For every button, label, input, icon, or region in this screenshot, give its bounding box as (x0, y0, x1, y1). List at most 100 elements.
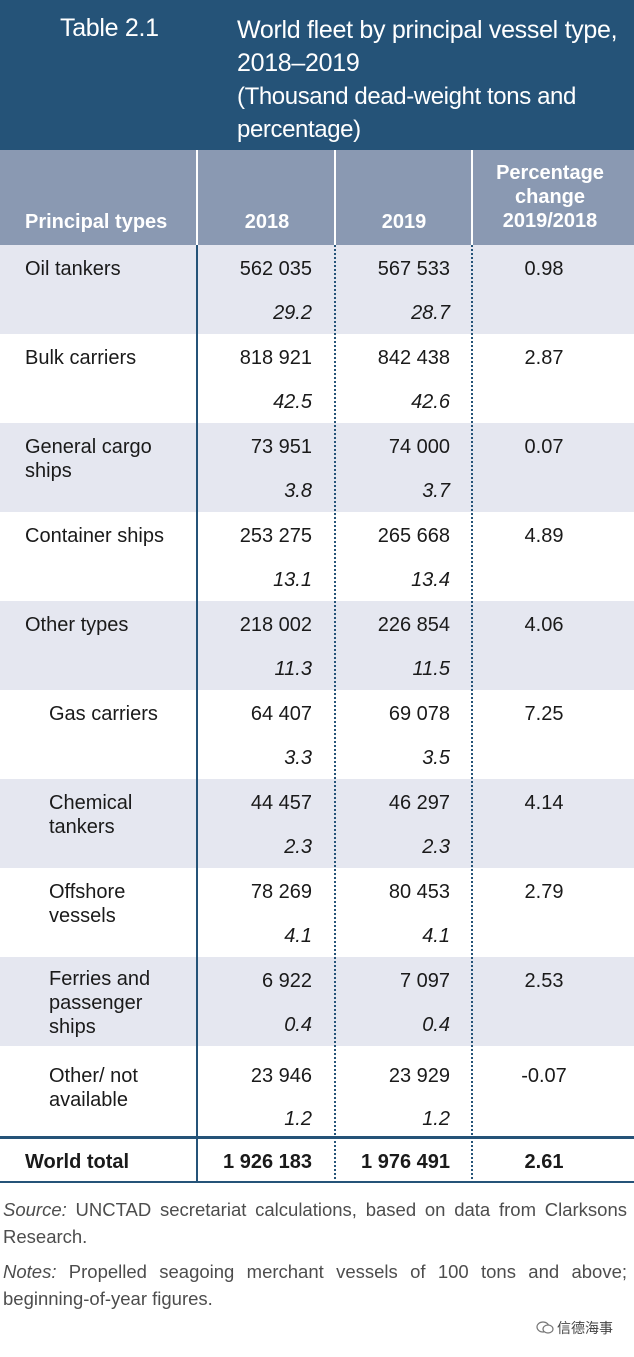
header-divider (196, 150, 198, 245)
share-2019: 13.4 (411, 569, 450, 591)
value-2018: 818 921 (239, 347, 312, 369)
percentage-change: -0.07 (521, 1065, 567, 1087)
share-2018: 2.3 (284, 836, 312, 858)
value-2018: 6 922 (261, 970, 312, 992)
share-2019: 0.4 (422, 1014, 450, 1036)
header-2018: 2018 (244, 211, 290, 233)
total-percentage-change: 2.61 (524, 1151, 564, 1173)
value-2019: 567 533 (377, 258, 450, 280)
share-2018: 3.8 (284, 480, 312, 502)
column-rule (196, 245, 198, 1183)
percentage-change: 2.87 (524, 347, 564, 369)
header-divider (334, 150, 336, 245)
share-2019: 11.5 (412, 658, 450, 680)
header-percentage-change: Percentage change 2019/2018 (496, 162, 604, 232)
share-2018: 11.3 (274, 658, 312, 680)
watermark: 信德海事 (536, 1318, 613, 1338)
vessel-type: Bulk carriers (25, 347, 137, 369)
vessel-type: Chemical tankers (49, 792, 133, 838)
table-unit: (Thousand dead-weight tons and percentag… (237, 83, 576, 143)
value-2019: 23 929 (388, 1065, 450, 1087)
percentage-change: 4.89 (524, 525, 564, 547)
value-2018: 253 275 (239, 525, 312, 547)
share-2019: 2.3 (422, 836, 450, 858)
value-2018: 73 951 (250, 436, 312, 458)
share-2019: 28.7 (411, 302, 450, 324)
value-2018: 562 035 (239, 258, 312, 280)
total-2018: 1 926 183 (223, 1151, 312, 1173)
table-row: General cargo ships 73 951 74 000 0.07 3… (0, 423, 634, 512)
column-rule-dotted (334, 245, 336, 1183)
column-header-row: Principal types 2018 2019 Percentage cha… (0, 150, 634, 245)
share-2018: 3.3 (284, 747, 312, 769)
percentage-change: 7.25 (524, 703, 564, 725)
watermark-text: 信德海事 (557, 1320, 613, 1336)
notes-text: Propelled seagoing merchant vessels of 1… (3, 1261, 627, 1309)
header-2019: 2019 (381, 211, 427, 233)
share-2018: 42.5 (273, 391, 312, 413)
table-row: Ferries and passenger ships 6 922 7 097 … (0, 957, 634, 1046)
vessel-type: General cargo ships (25, 436, 152, 482)
share-2018: 0.4 (284, 1014, 312, 1036)
value-2019: 265 668 (377, 525, 450, 547)
value-2019: 226 854 (377, 614, 450, 636)
table-title-bar: Table 2.1 World fleet by principal vesse… (0, 0, 634, 150)
vessel-type: Container ships (25, 525, 164, 547)
share-2019: 3.7 (422, 480, 450, 502)
percentage-change: 4.14 (524, 792, 564, 814)
table-row: Other types 218 002 226 854 4.06 11.3 11… (0, 601, 634, 690)
table-title: World fleet by principal vessel type, 20… (237, 16, 618, 77)
vessel-type: Other/ not available (49, 1065, 138, 1111)
percentage-change: 0.07 (524, 436, 564, 458)
share-2019: 1.2 (422, 1108, 450, 1130)
value-2019: 7 097 (399, 970, 450, 992)
value-2019: 80 453 (388, 881, 450, 903)
vessel-type: Oil tankers (25, 258, 121, 280)
vessel-type: Other types (25, 614, 129, 636)
column-rule-dotted (471, 245, 473, 1183)
value-2018: 23 946 (250, 1065, 312, 1087)
notes: Notes: Propelled seagoing merchant vesse… (3, 1258, 627, 1312)
value-2018: 78 269 (250, 881, 312, 903)
table-row: Oil tankers 562 035 567 533 0.98 29.2 28… (0, 245, 634, 334)
table-row: Container ships 253 275 265 668 4.89 13.… (0, 512, 634, 601)
table-row: Bulk carriers 818 921 842 438 2.87 42.5 … (0, 334, 634, 423)
value-2018: 64 407 (250, 703, 312, 725)
total-2019: 1 976 491 (361, 1151, 450, 1173)
table-row: Chemical tankers 44 457 46 297 4.14 2.3 … (0, 779, 634, 868)
share-2019: 42.6 (411, 391, 450, 413)
table-row: Gas carriers 64 407 69 078 7.25 3.3 3.5 (0, 690, 634, 779)
vessel-type: Gas carriers (49, 703, 158, 725)
header-divider (471, 150, 473, 245)
share-2019: 3.5 (422, 747, 450, 769)
percentage-change: 4.06 (524, 614, 564, 636)
value-2019: 74 000 (388, 436, 450, 458)
share-2018: 4.1 (284, 925, 312, 947)
percentage-change: 2.79 (524, 881, 564, 903)
source-note: Source: UNCTAD secretariat calculations,… (3, 1196, 627, 1250)
chat-bubble-icon (536, 1321, 554, 1334)
table-row: Offshore vessels 78 269 80 453 2.79 4.1 … (0, 868, 634, 957)
table-number: Table 2.1 (60, 14, 159, 42)
vessel-type: Ferries and passenger ships (49, 968, 151, 1038)
share-2018: 13.1 (273, 569, 312, 591)
table-row: Other/ not available 23 946 23 929 -0.07… (0, 1046, 634, 1136)
percentage-change: 0.98 (524, 258, 564, 280)
total-label: World total (25, 1151, 130, 1173)
vessel-type: Offshore vessels (49, 881, 126, 927)
share-2018: 29.2 (273, 302, 312, 324)
share-2018: 1.2 (284, 1108, 312, 1130)
total-rule-top (0, 1136, 634, 1139)
value-2018: 218 002 (239, 614, 312, 636)
share-2019: 4.1 (422, 925, 450, 947)
total-rule-bottom (0, 1181, 634, 1183)
source-label: Source: (3, 1199, 67, 1220)
percentage-change: 2.53 (524, 970, 564, 992)
value-2019: 46 297 (388, 792, 450, 814)
total-row: World total 1 926 183 1 976 491 2.61 (0, 1139, 634, 1181)
value-2018: 44 457 (250, 792, 312, 814)
value-2019: 842 438 (377, 347, 450, 369)
header-principal-types: Principal types (25, 211, 168, 233)
source-text: UNCTAD secretariat calculations, based o… (3, 1199, 627, 1247)
